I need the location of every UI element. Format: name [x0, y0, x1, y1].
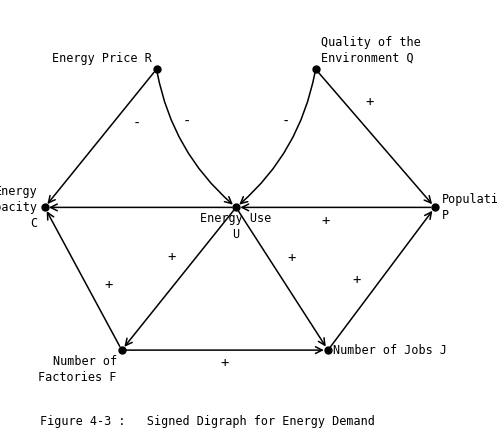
Text: +: + [352, 273, 361, 287]
Text: -: - [281, 115, 290, 128]
Text: Energy Price R: Energy Price R [52, 52, 152, 65]
Text: -: - [133, 117, 141, 131]
Text: Population
P: Population P [442, 193, 497, 222]
Text: -: - [182, 115, 191, 128]
Text: Number of Jobs J: Number of Jobs J [333, 343, 447, 357]
Text: Figure 4-3 :   Signed Digraph for Energy Demand: Figure 4-3 : Signed Digraph for Energy D… [40, 415, 375, 428]
Text: +: + [105, 278, 113, 292]
Text: +: + [288, 252, 296, 265]
Text: Number of
Factories F: Number of Factories F [38, 355, 117, 384]
Text: +: + [221, 356, 229, 371]
Text: Energy Use
U: Energy Use U [200, 212, 272, 241]
Text: +: + [167, 250, 176, 264]
Text: Quality of the
Environment Q: Quality of the Environment Q [321, 36, 420, 65]
Text: Energy
Capacity
C: Energy Capacity C [0, 185, 37, 230]
Text: +: + [322, 214, 330, 228]
Text: +: + [365, 95, 374, 109]
